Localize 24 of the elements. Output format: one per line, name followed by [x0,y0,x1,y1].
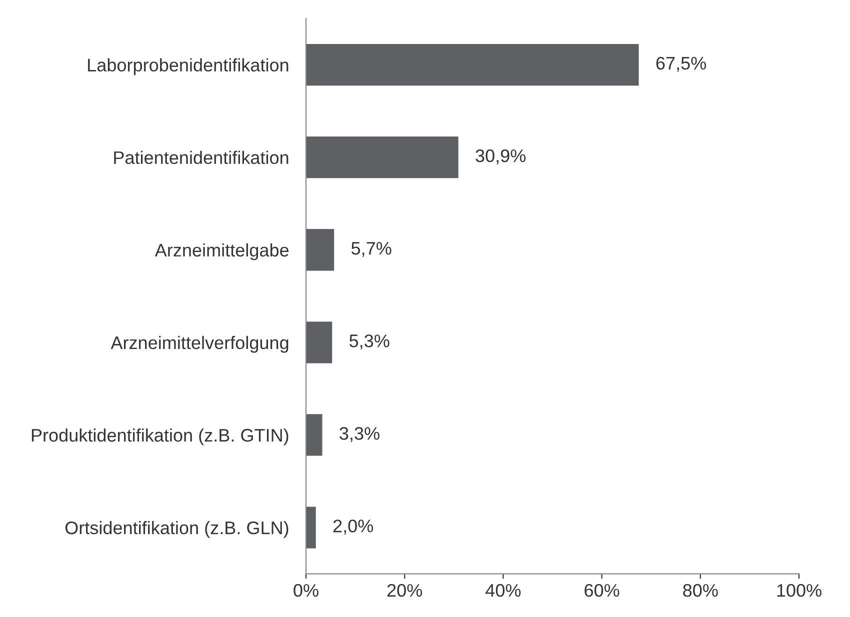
x-tick-label: 60% [584,584,620,597]
data-label: 2,0% [333,520,374,535]
data-label: 67,5% [656,56,706,72]
data-label: 3,3% [340,427,380,442]
data-label: 5,3% [350,334,390,350]
x-tick-label: 80% [683,584,718,597]
bar [306,322,332,364]
y-tick-label: Laborprobenidentifikation [88,58,288,76]
x-tick-label: 100% [777,584,822,597]
bar [306,136,458,178]
x-tick-label: 0% [294,584,318,597]
y-tick-label: Patientenidentifikation [114,150,288,164]
y-tick-label: Ortsidentifikation (z.B. GLN) [65,520,288,538]
x-tick-label: 40% [486,584,521,597]
x-tick-label: 20% [387,584,422,597]
bar [306,44,639,86]
bar [306,506,316,548]
data-label: 5,7% [351,242,392,257]
data-label: 30,9% [476,149,526,164]
y-tick-label: Arzneimittelgabe [154,243,289,260]
bar [306,414,322,456]
y-tick-label: Arzneimittelverfolgung [110,336,288,353]
y-tick-label: Produktidentifikation (z.B. GTIN) [32,428,288,446]
bar [306,229,334,271]
